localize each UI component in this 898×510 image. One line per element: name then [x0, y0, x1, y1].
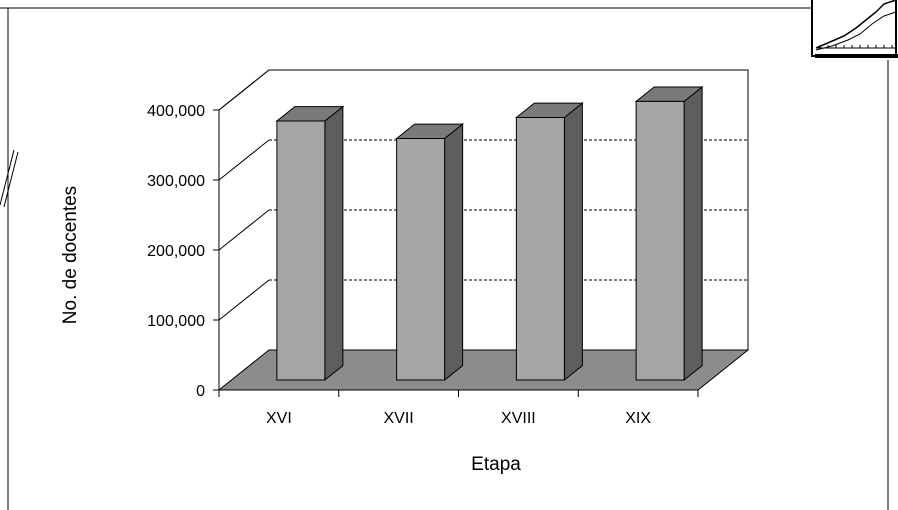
bar-xviii	[515, 117, 565, 381]
y-tick-label: 200,000	[147, 243, 205, 260]
bar-side	[444, 123, 464, 382]
y-tick-label: 100,000	[147, 313, 205, 330]
corner-thumbnail-icon	[811, 0, 898, 58]
page-frame	[0, 7, 889, 510]
y-tick-label: 400,000	[147, 103, 205, 120]
x-tick-label: XVII	[384, 410, 414, 427]
y-tick-label: 300,000	[147, 173, 205, 190]
x-axis-title: Etapa	[471, 454, 521, 475]
bar-xix	[635, 100, 685, 381]
bar-side	[324, 105, 344, 382]
bar-side	[683, 85, 703, 382]
side-gridline	[218, 69, 270, 111]
plot-area: 0 100,000 200,000 300,000 400,000 XVI XVII XVII…	[147, 69, 750, 427]
side-gridline	[218, 209, 270, 251]
y-axis-title: No. de docentes	[60, 186, 81, 324]
x-tick-label: XVI	[266, 410, 292, 427]
bar-side	[563, 102, 583, 382]
bar-xvi	[276, 120, 326, 381]
bar-xvii	[396, 138, 446, 381]
side-gridline	[218, 139, 270, 181]
x-tick-label: XVIII	[501, 410, 536, 427]
y-tick-label: 0	[196, 383, 205, 400]
side-gridline	[218, 279, 270, 321]
x-tick-label: XIX	[625, 410, 651, 427]
